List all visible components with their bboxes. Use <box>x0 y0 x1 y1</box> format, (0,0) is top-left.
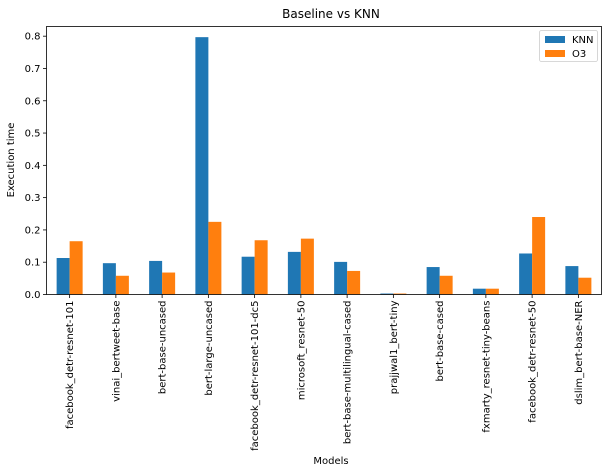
bar-o3-1 <box>115 275 129 295</box>
bar-knn-6 <box>334 261 348 295</box>
x-ticks: facebook_detr-resnet-101 vinai_bertweet-b… <box>65 294 585 451</box>
bar-knn-0 <box>56 258 70 295</box>
x-tick-label: facebook_detr-resnet-101 <box>65 301 76 430</box>
bar-o3-7 <box>393 293 407 295</box>
y-tick-label: 0.2 <box>25 225 41 236</box>
bar-knn-10 <box>519 253 533 295</box>
x-axis-label: Models <box>313 456 348 467</box>
chart-title: Baseline vs KNN <box>282 7 380 21</box>
x-tick-label: bert-base-uncased <box>158 301 169 395</box>
y-tick-label: 0.0 <box>25 290 41 301</box>
bar-o3-5 <box>300 238 314 295</box>
x-tick-label: microsoft_resnet-50 <box>296 301 307 401</box>
x-tick-label: bert-base-cased <box>435 301 446 382</box>
x-tick-label: bert-base-multilingual-cased <box>343 301 354 445</box>
x-tick-label: facebook_detr-resnet-101-dc5 <box>250 301 261 451</box>
y-axis-label: Execution time <box>6 123 17 198</box>
bar-knn-11 <box>565 266 579 295</box>
x-tick-label: dslim_bert-base-NER <box>574 300 585 404</box>
y-tick-label: 0.7 <box>25 64 41 75</box>
bars-group <box>56 37 592 295</box>
y-tick-label: 0.4 <box>25 161 41 172</box>
bar-knn-4 <box>241 256 255 295</box>
legend-label-knn: KNN <box>572 35 594 46</box>
bar-knn-9 <box>472 288 486 295</box>
bar-o3-8 <box>439 275 453 295</box>
y-tick-label: 0.5 <box>25 129 41 140</box>
x-tick-label: bert-large-uncased <box>204 301 215 396</box>
bar-o3-2 <box>162 272 176 295</box>
bar-knn-8 <box>426 267 440 295</box>
x-tick-label: facebook_detr-resnet-50 <box>528 301 539 423</box>
plot-frame <box>46 26 602 295</box>
bar-knn-7 <box>380 293 394 295</box>
bar-o3-4 <box>254 240 268 295</box>
y-tick-label: 0.3 <box>25 193 41 204</box>
bar-o3-0 <box>69 241 83 295</box>
legend-swatch-o3 <box>545 50 565 57</box>
bar-knn-3 <box>195 37 209 295</box>
legend: KNN O3 <box>539 30 598 62</box>
bar-o3-3 <box>208 221 222 295</box>
y-tick-label: 0.8 <box>25 32 41 43</box>
x-tick-label: vinai_bertweet-base <box>111 301 122 402</box>
bar-knn-5 <box>287 251 301 295</box>
y-ticks: 0.0 0.1 0.2 0.3 0.4 0.5 0.6 0.7 0.8 <box>25 32 47 301</box>
bar-o3-11 <box>578 277 592 295</box>
x-tick-label: prajjwal1_bert-tiny <box>389 300 400 394</box>
legend-label-o3: O3 <box>572 49 586 60</box>
y-tick-label: 0.1 <box>25 258 41 269</box>
bar-o3-10 <box>532 217 546 295</box>
bar-knn-2 <box>149 260 163 295</box>
legend-swatch-knn <box>545 36 565 43</box>
bar-knn-1 <box>102 263 116 295</box>
bar-o3-6 <box>347 270 361 295</box>
bar-o3-9 <box>485 288 499 295</box>
y-tick-label: 0.6 <box>25 96 41 107</box>
x-tick-label: fxmarty_resnet-tiny-beans <box>481 301 492 433</box>
